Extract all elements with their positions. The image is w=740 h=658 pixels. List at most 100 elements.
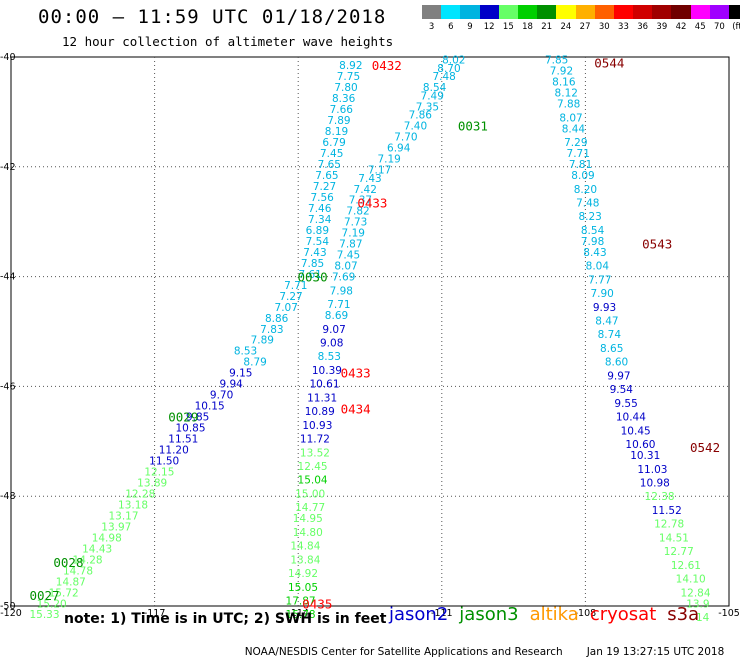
wave-height-value: 7.54 [306,236,330,248]
wave-height-value: 6.79 [322,137,345,149]
colorbar-label: 18 [522,22,533,32]
wave-height-value: 14.28 [73,554,103,566]
wave-height-value: 8.65 [600,343,623,355]
wave-height-value: 10.60 [625,439,655,451]
colorbar-swatch [594,5,614,19]
wave-height-value: 7.49 [421,90,444,102]
wave-height-value: 8.54 [423,82,447,94]
colorbar-label: 24 [560,22,572,32]
wave-height-value: 11.51 [168,434,198,446]
y-tick-label: -46 [0,381,16,392]
wave-height-value: 12.45 [298,461,328,473]
satellite-jason2: jason2 [389,604,449,625]
colorbar-swatch [460,5,480,19]
wave-height-value: 10.15 [195,401,225,413]
wave-height-value: 15.78 [286,609,316,621]
wave-height-value: 11.50 [149,456,179,468]
colorbar-label: (ft) [732,22,740,32]
satellite-cryosat: cryosat [589,604,657,625]
wave-height-value: 7.43 [303,247,326,259]
wave-height-value: 7.46 [308,203,332,215]
x-tick-label: -108 [575,608,597,619]
colorbar-label: 36 [637,22,649,32]
wave-height-value: 7.48 [576,197,599,209]
wave-height-value: 10.93 [302,420,332,432]
wave-height-value: 14.51 [659,532,689,544]
wave-height-value: 7.40 [404,121,427,133]
colorbar-cell: 24 [556,5,576,32]
colorbar-swatch [652,5,672,19]
x-tick-label: -105 [718,608,740,619]
colorbar-label: 3 [428,22,435,32]
wave-height-value: 8.92 [339,60,362,72]
credit-text: NOAA/NESDIS Center for Satellite Applica… [244,646,563,658]
x-tick-label: -114 [287,608,309,619]
wave-height-value: 7.69 [332,272,355,284]
wave-height-value: 12.78 [654,519,684,531]
colorbar-swatch [671,5,691,19]
wave-height-value: 9.70 [210,390,233,402]
colorbar-cell: 6 [441,5,461,32]
colorbar-cell: 3 [422,5,442,32]
colorbar-label: 6 [448,22,454,32]
wave-height-value: 9.54 [610,384,634,396]
satellite-jason3: jason3 [459,604,519,625]
wave-height-value: 7.98 [330,285,353,297]
pass-time-label: 0434 [341,401,371,416]
wave-height-value: 7.71 [567,148,590,160]
wave-height-value: 13.18 [118,499,148,511]
wave-height-value: 8.36 [332,93,356,105]
colorbar-cell: 45 [690,5,710,32]
wave-height-value: 7.56 [310,192,334,204]
colorbar-swatch [537,5,557,19]
colorbar-swatch [613,5,634,19]
wave-height-value: 11.31 [307,392,337,404]
wave-height-value: 17.87 [286,596,316,608]
timestamp-text: Jan 19 13:27:15 UTC 2018 [586,646,725,658]
wave-height-value: 7.29 [564,137,587,149]
pass-time-label: 0030 [298,270,328,285]
wave-height-value: 7.66 [330,104,354,116]
pass-time-label: 0027 [29,588,59,603]
colorbar-label: 27 [579,22,591,32]
colorbar-swatch [575,5,595,19]
wave-height-value: 11.52 [652,505,682,517]
colorbar-cell: 9 [460,5,480,32]
colorbar-swatch [422,5,442,19]
satellite-legend: jason2 jason3 altika cryosat s3a [389,604,710,625]
colorbar-swatch [633,5,653,19]
wave-height-value: 8.20 [574,184,597,196]
wave-height-value: 7.71 [327,299,350,311]
wave-height-value: 8.44 [562,123,586,135]
wave-height-value: 14.95 [293,513,323,525]
wave-height-value: 8.07 [559,112,582,124]
pass-time-label: 0029 [168,410,198,425]
wave-height-value: 10.61 [309,379,339,391]
wave-height-value: 7.85 [545,55,568,67]
wave-height-value: 14.84 [290,541,320,553]
wave-height-value: 13.9 [686,598,709,610]
colorbar-label: 42 [675,22,687,32]
wave-height-value: 14.98 [92,532,122,544]
wave-height-value: 7.89 [251,335,274,347]
wave-height-value: 14.43 [82,543,112,555]
wave-height-value: 11.72 [300,434,330,446]
y-tick-label: -50 [0,601,16,612]
pass-time-label: 0435 [302,596,332,611]
colorbar-label: 45 [694,22,706,32]
wave-height-value: 12.61 [671,560,701,572]
wave-height-value: 8.19 [325,126,348,138]
wave-height-value: 14.87 [56,576,86,588]
wave-height-value: 15.33 [29,609,59,621]
colorbar-label: 12 [483,22,495,32]
colorbar-swatch [498,5,518,19]
wave-height-value: 7.77 [588,274,611,286]
wave-height-value: 9.07 [322,324,345,336]
colorbar-cell: 33 [613,5,634,32]
wave-height-value: 14 [696,612,710,624]
wave-height-value: 9.55 [614,398,637,410]
wave-height-value: 7.45 [337,250,360,262]
wave-height-value: 6.94 [387,143,411,155]
colorbar-cell: 36 [633,5,653,32]
wave-height-value: 14.77 [295,502,325,514]
